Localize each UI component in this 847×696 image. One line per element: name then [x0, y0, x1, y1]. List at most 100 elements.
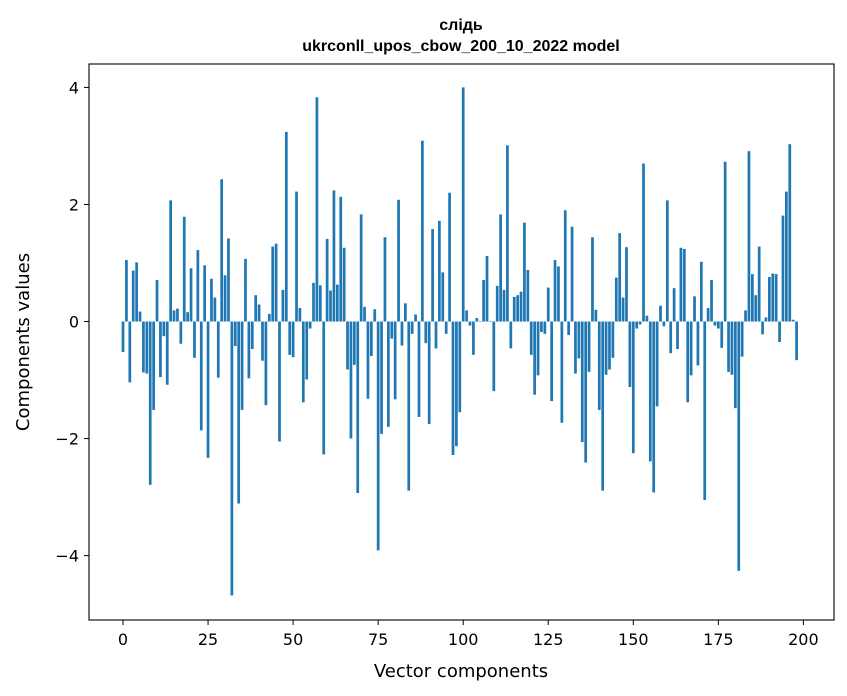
- bar: [676, 321, 679, 350]
- bar: [529, 321, 533, 355]
- y-tick-label: 0: [69, 313, 79, 332]
- bar: [352, 321, 356, 365]
- bar: [699, 261, 703, 322]
- bar: [383, 237, 387, 322]
- bar: [628, 321, 632, 388]
- plot-frame: [88, 63, 835, 621]
- bar: [543, 321, 547, 334]
- bar: [652, 321, 656, 493]
- bar: [135, 262, 138, 322]
- bar: [553, 260, 557, 322]
- bar: [682, 248, 686, 322]
- bar: [128, 321, 132, 383]
- bar: [591, 237, 594, 322]
- bar: [322, 321, 326, 455]
- bar: [312, 282, 315, 322]
- bar: [267, 313, 271, 322]
- bar: [791, 319, 795, 322]
- bar: [444, 321, 448, 334]
- bar: [781, 215, 785, 322]
- bar: [492, 321, 496, 392]
- bar: [342, 247, 346, 322]
- bar: [393, 321, 397, 400]
- bar: [662, 321, 666, 327]
- bar: [451, 321, 455, 455]
- bar: [203, 265, 207, 322]
- bar: [155, 279, 159, 322]
- bar: [349, 321, 353, 439]
- bar: [750, 274, 754, 322]
- bar: [431, 229, 434, 322]
- bar: [329, 290, 332, 322]
- bar: [706, 308, 710, 322]
- bar: [703, 321, 707, 501]
- bar: [247, 321, 251, 379]
- bar: [366, 321, 370, 399]
- bar: [563, 210, 567, 322]
- bar: [346, 321, 349, 370]
- bar: [679, 247, 683, 322]
- bar: [213, 297, 217, 322]
- bar: [597, 321, 601, 410]
- x-tick-label: 150: [618, 630, 649, 649]
- bar: [244, 258, 247, 322]
- bar: [594, 309, 598, 322]
- bar: [696, 321, 700, 366]
- bar: [186, 312, 190, 322]
- bar: [672, 288, 676, 322]
- bar: [397, 199, 400, 322]
- bar: [485, 255, 489, 322]
- bar: [455, 321, 458, 447]
- bar: [580, 321, 584, 443]
- bar: [546, 287, 550, 322]
- bar: [625, 247, 628, 322]
- bar: [193, 321, 196, 358]
- bar: [645, 315, 649, 322]
- bar: [131, 270, 135, 322]
- bar: [227, 238, 230, 322]
- bar: [713, 321, 717, 326]
- bar: [305, 321, 309, 380]
- bar: [468, 321, 472, 326]
- bar: [278, 321, 281, 442]
- bar: [635, 321, 639, 329]
- bar: [325, 238, 329, 322]
- bar: [608, 321, 611, 370]
- bar: [295, 191, 298, 322]
- bar: [774, 274, 778, 322]
- bar: [686, 321, 690, 403]
- bar: [223, 275, 227, 322]
- bar: [584, 321, 588, 463]
- bar: [506, 145, 509, 322]
- bar: [291, 321, 295, 358]
- bar: [761, 321, 764, 335]
- bar: [550, 321, 554, 402]
- bar: [710, 279, 713, 322]
- bar: [369, 321, 373, 357]
- bar: [669, 321, 673, 354]
- bar: [771, 273, 775, 322]
- bar: [587, 321, 591, 372]
- bar: [172, 310, 176, 322]
- bar: [502, 289, 506, 322]
- bar: [271, 246, 275, 322]
- bar: [424, 321, 428, 344]
- bar: [465, 310, 468, 322]
- bar: [536, 321, 540, 376]
- x-tick-label: 100: [448, 630, 479, 649]
- bar: [162, 321, 166, 337]
- bar: [744, 310, 747, 322]
- bar: [414, 314, 417, 322]
- chart-title-line2: ukrconll_upos_cbow_200_10_2022 model: [302, 38, 619, 55]
- bar: [495, 285, 499, 322]
- bar: [438, 220, 441, 322]
- bar: [614, 277, 618, 322]
- bar: [176, 308, 179, 322]
- bars-group: [121, 87, 798, 596]
- bar: [404, 303, 407, 322]
- bar: [417, 321, 421, 417]
- bar: [577, 321, 581, 359]
- bar: [570, 226, 574, 322]
- x-tick-label: 25: [198, 630, 218, 649]
